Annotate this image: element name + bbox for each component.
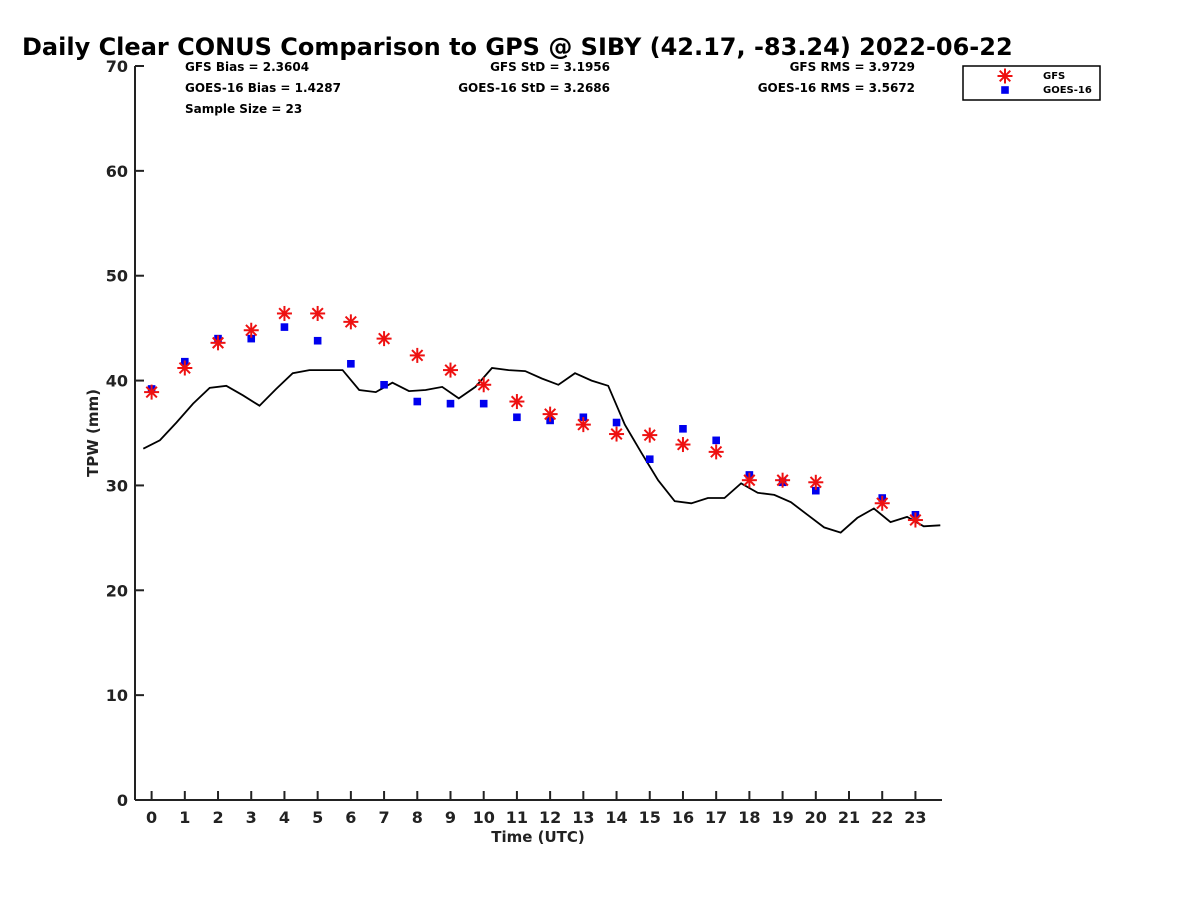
gfs-point: [409, 347, 425, 363]
x-tick-label: 13: [572, 808, 594, 827]
x-tick-label: 16: [672, 808, 694, 827]
legend: GFS GOES-16: [962, 65, 1101, 101]
gfs-bias-text: GFS Bias = 2.3604: [185, 60, 309, 74]
y-tick-label: 70: [106, 57, 128, 76]
legend-goes-marker: [1001, 86, 1009, 94]
gfs-point: [907, 512, 923, 528]
x-tick-label: 3: [246, 808, 257, 827]
goes16-point: [712, 436, 720, 445]
gfs-point: [609, 426, 625, 442]
y-tick-label: 20: [106, 581, 128, 600]
legend-gfs-asterisk: [997, 68, 1013, 84]
gfs-point: [575, 417, 591, 433]
y-tick-label: 30: [106, 476, 128, 495]
x-tick-label: 23: [904, 808, 926, 827]
stats-block: GFS Bias = 2.3604 GOES-16 Bias = 1.4287 …: [185, 60, 915, 116]
x-tick-label: 1: [179, 808, 190, 827]
gfs-rms-text: GFS RMS = 3.9729: [790, 60, 915, 74]
gps-line: [142, 367, 941, 534]
gfs-point: [476, 377, 492, 393]
chart-title: Daily Clear CONUS Comparison to GPS @ SI…: [22, 33, 1013, 61]
y-tick-label: 50: [106, 267, 128, 286]
gfs-point: [144, 384, 160, 400]
axes: [134, 66, 942, 801]
goes16-point: [446, 399, 455, 408]
goes-rms-text: GOES-16 RMS = 3.5672: [758, 81, 915, 95]
y-ticks: 0 10 20 30 40 50 60 70: [106, 57, 144, 810]
goes16-point: [679, 425, 687, 433]
y-tick-label: 40: [106, 372, 128, 391]
x-tick-label: 17: [705, 808, 727, 827]
x-tick-label: 2: [212, 808, 223, 827]
x-tick-label: 7: [379, 808, 390, 827]
x-tick-label: 19: [771, 808, 793, 827]
goes16-point: [280, 323, 289, 331]
x-tick-label: 0: [146, 808, 157, 827]
legend-goes-label: GOES-16: [1043, 85, 1092, 96]
goes16-point: [247, 334, 256, 343]
goes16-point: [645, 455, 654, 464]
x-ticks: 0 1 2 3 4 5 6 7 8 9 10 11 12 13 14 15 16 17 18 19 20 21 22 23: [146, 791, 927, 827]
goes16-point: [479, 399, 488, 408]
x-tick-label: 6: [345, 808, 356, 827]
gfs-point: [442, 362, 458, 378]
gfs-point: [310, 305, 326, 321]
gfs-point: [542, 406, 558, 422]
gfs-point: [874, 495, 890, 511]
gfs-point: [775, 472, 791, 488]
goes-std-text: GOES-16 StD = 3.2686: [458, 81, 610, 95]
gfs-point: [343, 314, 359, 330]
x-tick-label: 4: [279, 808, 290, 827]
goes16-point: [612, 418, 621, 427]
x-tick-label: 15: [639, 808, 661, 827]
legend-gfs-marker: [997, 68, 1013, 84]
y-tick-label: 10: [106, 686, 128, 705]
gfs-point: [509, 394, 525, 410]
gfs-point: [276, 305, 292, 321]
x-tick-label: 8: [412, 808, 423, 827]
goes16-point: [380, 380, 388, 389]
goes-bias-text: GOES-16 Bias = 1.4287: [185, 81, 341, 95]
goes16-point: [513, 413, 521, 422]
gfs-point: [808, 474, 824, 490]
sample-size-text: Sample Size = 23: [185, 102, 302, 116]
x-tick-label: 10: [473, 808, 495, 827]
x-tick-label: 14: [605, 808, 627, 827]
goes16-point: [347, 359, 355, 368]
gfs-point: [243, 322, 259, 338]
x-tick-label: 21: [838, 808, 860, 827]
x-tick-label: 11: [506, 808, 528, 827]
x-axis-label: Time (UTC): [491, 828, 585, 846]
gfs-point: [210, 335, 226, 351]
legend-box: [962, 65, 1101, 101]
gfs-point: [708, 444, 724, 460]
goes16-point: [812, 486, 820, 495]
gfs-std-text: GFS StD = 3.1956: [490, 60, 610, 74]
legend-gfs-label: GFS: [1043, 71, 1065, 82]
y-tick-label: 60: [106, 162, 128, 181]
legend-goes-square: [1001, 86, 1009, 94]
goes16-point: [313, 336, 322, 345]
gfs-point: [675, 437, 691, 453]
plot-area: [142, 305, 941, 534]
y-tick-label: 0: [117, 791, 128, 810]
gfs-point: [177, 360, 193, 376]
x-tick-label: 5: [312, 808, 323, 827]
goes16-point: [413, 397, 422, 406]
gfs-point: [642, 427, 658, 443]
y-axis-label: TPW (mm): [84, 389, 102, 477]
gfs-point: [741, 472, 757, 488]
x-tick-label: 18: [738, 808, 760, 827]
x-tick-label: 22: [871, 808, 893, 827]
x-tick-label: 12: [539, 808, 561, 827]
x-tick-label: 9: [445, 808, 456, 827]
x-tick-label: 20: [805, 808, 827, 827]
gfs-point: [376, 331, 392, 347]
